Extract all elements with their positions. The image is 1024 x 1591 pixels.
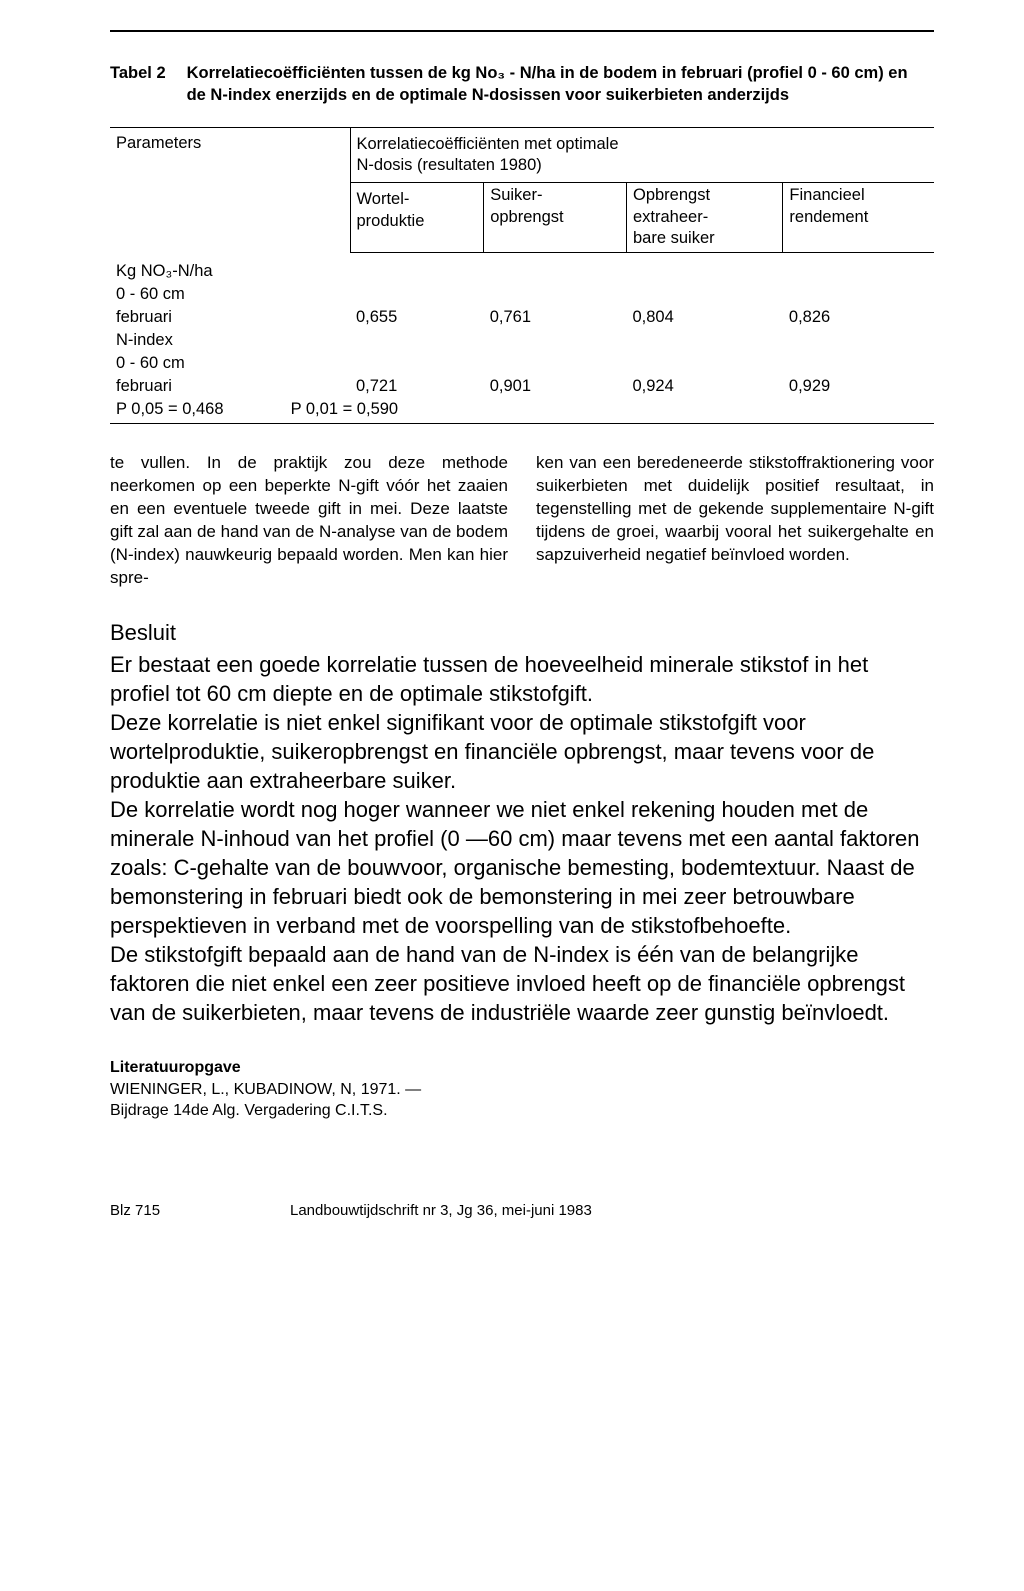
besluit-body: Er bestaat een goede korrelatie tussen d… <box>110 650 934 1027</box>
page-footer: Blz 715 Landbouwtijdschrift nr 3, Jg 36,… <box>110 1202 934 1219</box>
group-header: Korrelatiecoëfficiënten met optimale N-d… <box>350 127 934 183</box>
r2-v0: 0,721 <box>350 375 484 398</box>
besluit-p2: Deze korrelatie is niet enkel signifikan… <box>110 708 934 795</box>
col-wortel-a: Wortel- <box>357 189 478 210</box>
table-block: Tabel 2 Korrelatiecoëfficiënten tussen d… <box>110 62 934 424</box>
literature-line1: WIENINGER, L., KUBADINOW, N, 1971. — <box>110 1079 934 1101</box>
footnote-right: P 0,01 = 0,590 <box>291 400 399 418</box>
col-suiker-a: Suiker- <box>490 185 620 206</box>
col-financieel: Financieel rendement <box>783 183 934 252</box>
r2-v3: 0,929 <box>783 375 934 398</box>
col-suiker-b: opbrengst <box>490 207 620 228</box>
r1-v2: 0,804 <box>627 306 783 329</box>
row1-label-a: Kg NO₃-N/ha <box>110 252 350 283</box>
col-opbrengst-b: extraheer- <box>633 207 776 228</box>
two-column-text: te vullen. In de praktijk zou deze metho… <box>110 452 934 590</box>
row1-label-c: februari <box>110 306 350 329</box>
col-wortel: Wortel- produktie <box>350 183 484 252</box>
literature-line2: Bijdrage 14de Alg. Vergadering C.I.T.S. <box>110 1100 934 1122</box>
besluit-p3: De korrelatie wordt nog hoger wanneer we… <box>110 795 934 940</box>
row2-label-a: N-index <box>110 329 350 352</box>
besluit-p4: De stikstofgift bepaald aan de hand van … <box>110 940 934 1027</box>
group-header-line1: Korrelatiecoëfficiënten met optimale <box>357 134 929 155</box>
table-label: Tabel 2 <box>110 62 182 84</box>
col-opbrengst: Opbrengst extraheer- bare suiker <box>627 183 783 252</box>
literature-section: Literatuuropgave WIENINGER, L., KUBADINO… <box>110 1057 934 1122</box>
table-caption: Tabel 2 Korrelatiecoëfficiënten tussen d… <box>110 62 934 107</box>
r1-v3: 0,826 <box>783 306 934 329</box>
row1-label-b: 0 - 60 cm <box>110 283 350 306</box>
besluit-title: Besluit <box>110 620 934 646</box>
col-left: te vullen. In de praktijk zou deze metho… <box>110 452 508 590</box>
table-caption-text: Korrelatiecoëfficiënten tussen de kg No₃… <box>187 62 931 107</box>
col-wortel-b: produktie <box>357 211 478 232</box>
col-opbrengst-c: bare suiker <box>633 228 776 249</box>
col-financieel-a: Financieel <box>789 185 928 206</box>
besluit-section: Besluit Er bestaat een goede korrelatie … <box>110 620 934 1027</box>
col-right: ken van een beredeneerde stikstoffraktio… <box>536 452 934 590</box>
literature-title: Literatuuropgave <box>110 1057 934 1079</box>
r2-v2: 0,924 <box>627 375 783 398</box>
col-financieel-b: rendement <box>789 207 928 228</box>
r1-v1: 0,761 <box>484 306 627 329</box>
besluit-p1: Er bestaat een goede korrelatie tussen d… <box>110 650 934 708</box>
footnote-left: P 0,05 = 0,468 <box>116 400 286 419</box>
correlation-table: Parameters Korrelatiecoëfficiënten met o… <box>110 127 934 425</box>
row2-label-c: februari <box>110 375 350 398</box>
top-rule <box>110 30 934 32</box>
col-opbrengst-a: Opbrengst <box>633 185 776 206</box>
col-suiker: Suiker- opbrengst <box>484 183 627 252</box>
footnote-row: P 0,05 = 0,468 P 0,01 = 0,590 <box>110 398 934 424</box>
r1-v0: 0,655 <box>350 306 484 329</box>
group-header-line2: N-dosis (resultaten 1980) <box>357 155 929 176</box>
row2-label-b: 0 - 60 cm <box>110 352 350 375</box>
r2-v1: 0,901 <box>484 375 627 398</box>
page-number: Blz 715 <box>110 1202 290 1219</box>
footer-source: Landbouwtijdschrift nr 3, Jg 36, mei-jun… <box>290 1202 934 1219</box>
params-header: Parameters <box>110 127 350 252</box>
